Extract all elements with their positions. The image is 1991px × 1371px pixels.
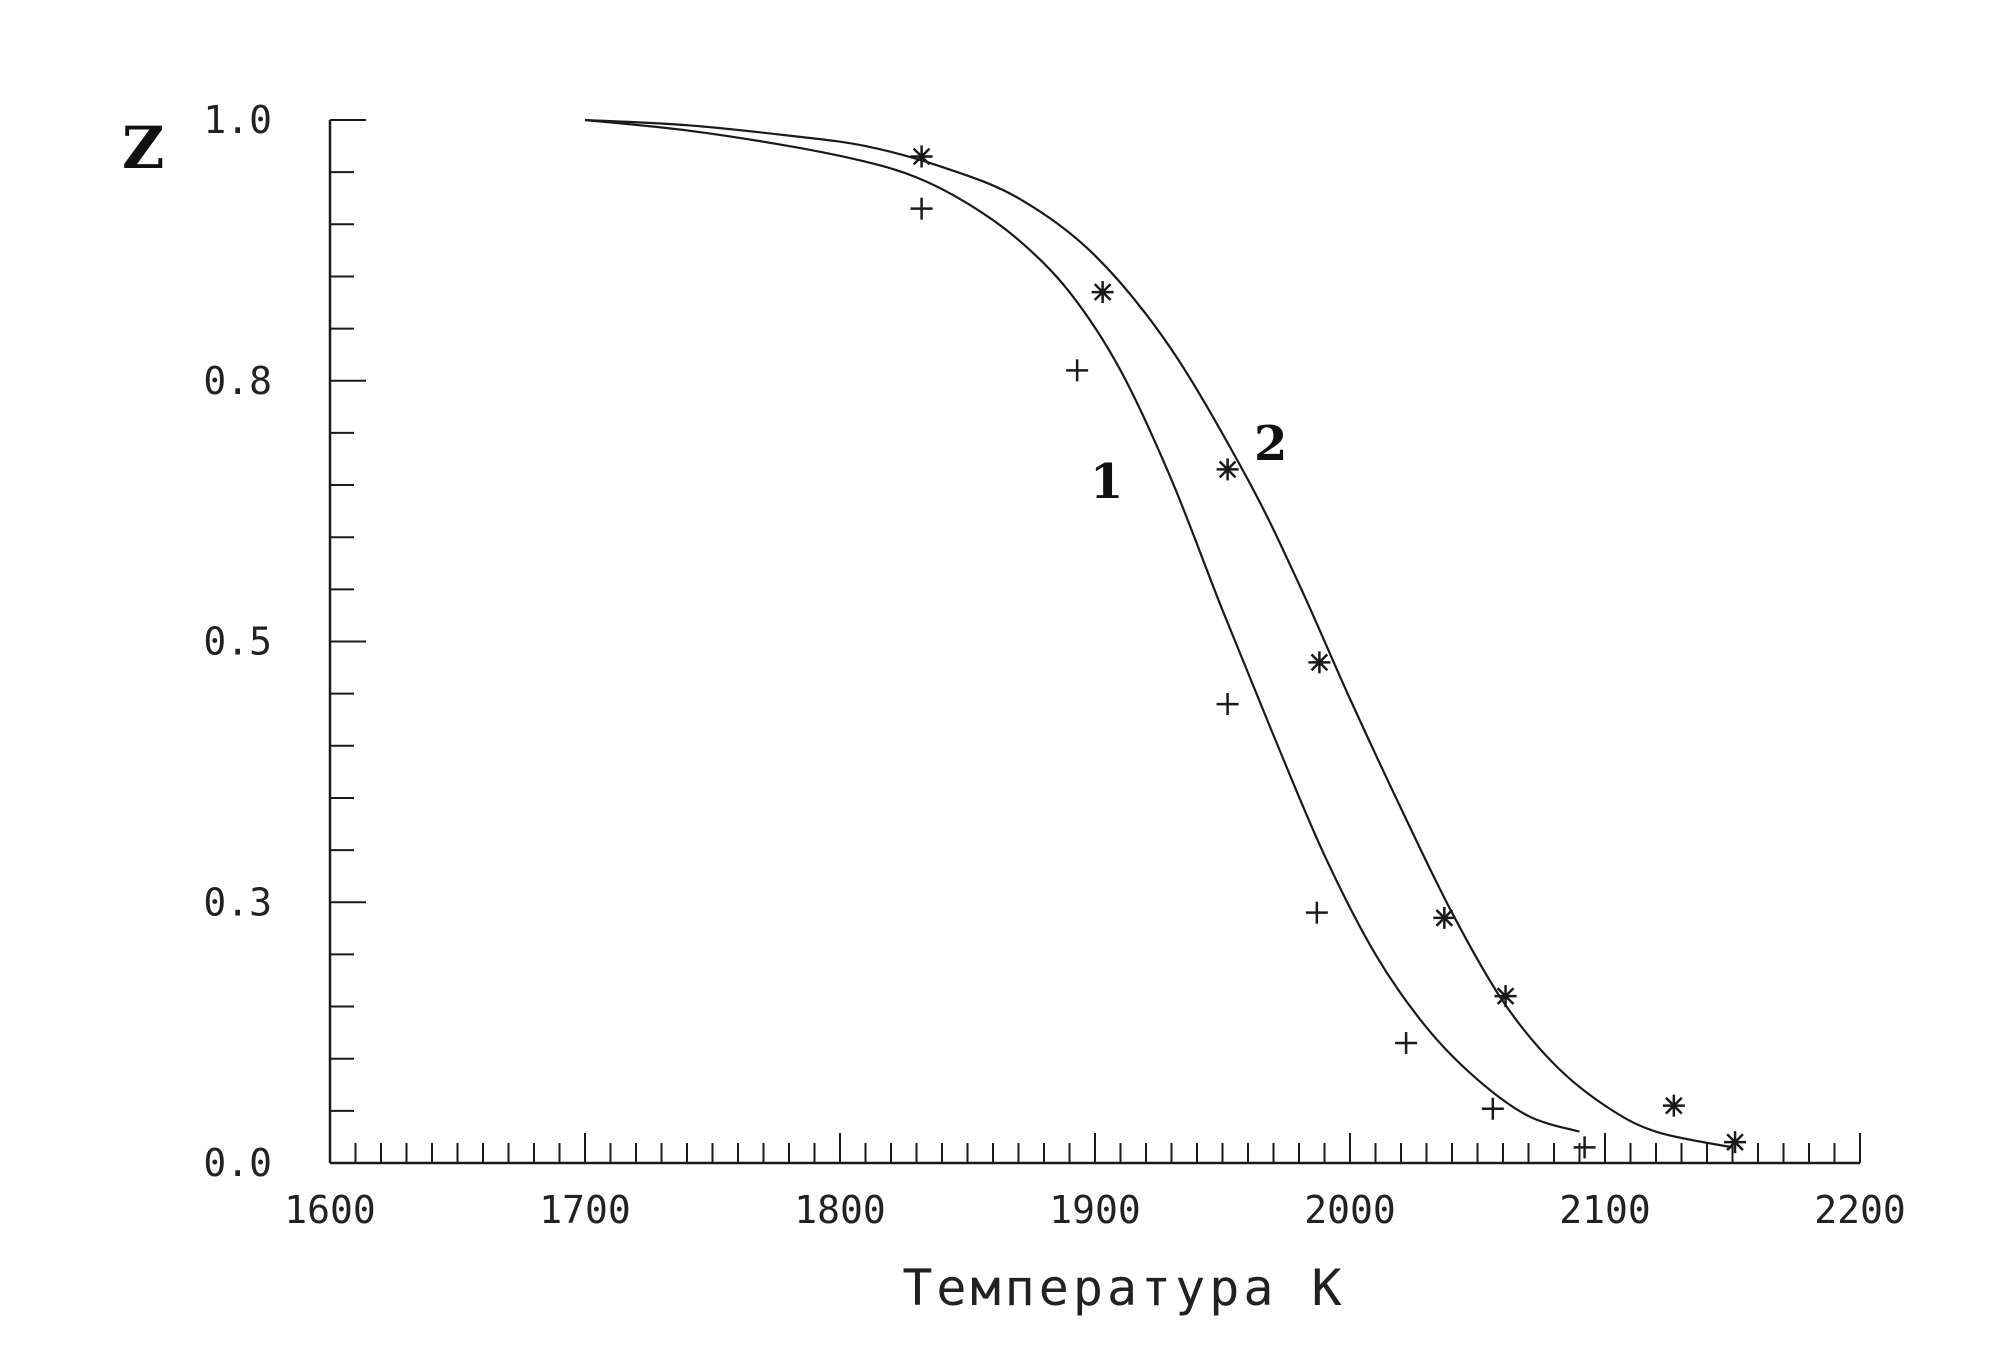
- x-tick-label: 1900: [1049, 1188, 1141, 1232]
- asterisk-marker: [1724, 1131, 1747, 1154]
- plus-marker: [1305, 901, 1328, 924]
- x-axis-title: Температура К: [902, 1259, 1345, 1317]
- x-tick-label: 2100: [1559, 1188, 1651, 1232]
- x-tick-label: 1800: [794, 1188, 886, 1232]
- plus-marker: [1481, 1097, 1504, 1120]
- x-tick-label: 2200: [1814, 1188, 1906, 1232]
- asterisk-marker: [910, 145, 933, 168]
- series-1-curve: [584, 118, 1580, 1133]
- axes: [328, 120, 1860, 1165]
- x-tick-label: 2000: [1304, 1188, 1396, 1232]
- plus-marker: [1216, 693, 1239, 716]
- tick-marks: [329, 119, 1861, 1164]
- plus-marker: [910, 197, 933, 220]
- tick-labels: 1600 1700 1800 1900 2000 2100 2200 0.0 0.3 0.5 0.8…: [203, 98, 1905, 1232]
- plus-marker: [1573, 1136, 1596, 1159]
- series-2-curve: [584, 118, 1733, 1149]
- y-tick-label: 1.0: [203, 98, 272, 142]
- y-tick-label: 0.3: [203, 880, 272, 924]
- asterisk-marker: [1433, 906, 1456, 929]
- asterisk-marker: [1216, 458, 1239, 481]
- asterisk-marker: [1091, 281, 1114, 304]
- asterisk-marker: [1662, 1094, 1685, 1117]
- plus-marker: [1066, 359, 1089, 382]
- x-tick-label: 1700: [539, 1188, 631, 1232]
- x-tick-label: 1600: [284, 1188, 376, 1232]
- y-tick-label: 0.0: [203, 1141, 272, 1185]
- curve-label-2: 2: [1254, 416, 1287, 472]
- y-tick-label: 0.5: [203, 620, 272, 664]
- asterisk-marker: [1494, 985, 1517, 1008]
- curves: [584, 118, 1733, 1149]
- asterisk-marker: [1308, 651, 1331, 674]
- y-axis-title: Z: [122, 114, 164, 182]
- y-tick-label: 0.8: [203, 359, 272, 403]
- data-markers: [910, 145, 1747, 1159]
- curve-label-1: 1: [1090, 454, 1123, 510]
- plus-marker: [1395, 1032, 1418, 1055]
